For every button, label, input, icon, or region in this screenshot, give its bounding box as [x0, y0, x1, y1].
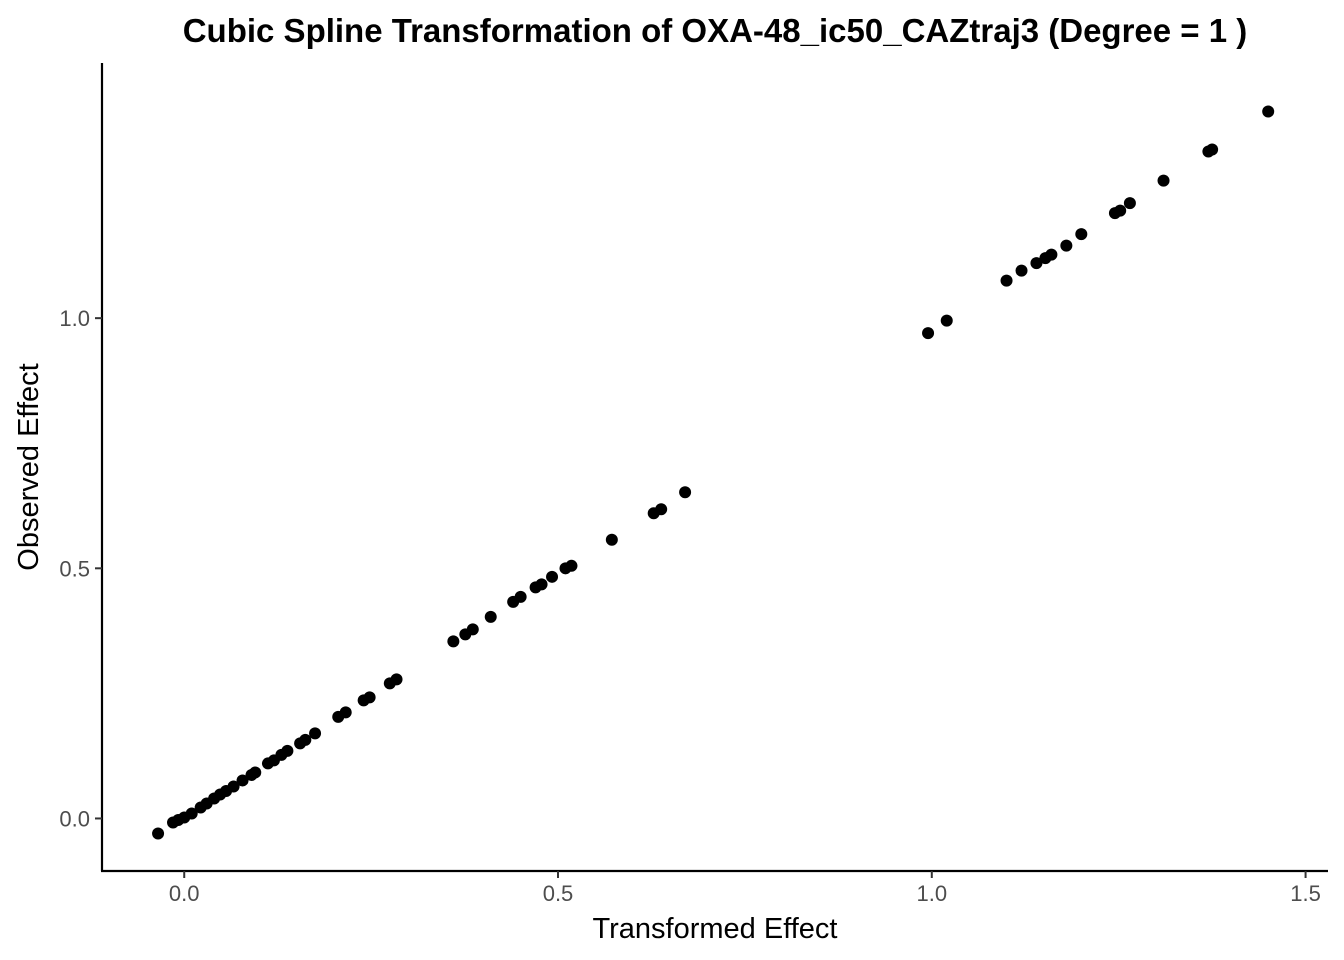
data-points — [152, 105, 1275, 840]
data-point — [363, 691, 376, 704]
data-point — [1015, 264, 1028, 277]
x-tick-label: 0.0 — [169, 881, 200, 906]
data-point — [281, 744, 294, 757]
data-point — [1000, 274, 1013, 287]
data-point — [447, 635, 460, 648]
data-point — [185, 807, 198, 820]
y-tick-label: 0.5 — [59, 556, 90, 581]
data-point — [339, 706, 352, 719]
data-point — [1114, 204, 1127, 217]
data-point — [1262, 105, 1275, 118]
data-point — [390, 673, 403, 686]
data-point — [1060, 239, 1073, 252]
data-point — [309, 727, 322, 740]
data-point — [679, 486, 692, 499]
data-point — [655, 503, 668, 516]
y-axis-label: Observed Effect — [13, 363, 45, 570]
x-tick-label: 0.5 — [543, 881, 574, 906]
data-point — [484, 610, 497, 623]
data-point — [1206, 143, 1219, 156]
data-point — [299, 733, 312, 746]
data-point — [1030, 257, 1043, 270]
data-point — [565, 559, 578, 572]
axes — [100, 63, 1328, 873]
data-point — [922, 327, 935, 340]
data-point — [227, 780, 240, 793]
y-tick-label: 1.0 — [59, 306, 90, 331]
x-ticks: 0.0 0.5 1.0 1.5 — [169, 871, 1321, 906]
data-point — [605, 533, 618, 546]
x-axis-label: Transformed Effect — [593, 913, 838, 945]
data-point — [535, 578, 548, 591]
data-point — [546, 570, 559, 583]
data-point — [1157, 174, 1170, 187]
x-tick-label: 1.5 — [1290, 881, 1321, 906]
data-point — [1045, 248, 1058, 261]
y-ticks: 0.0 0.5 1.0 — [59, 306, 102, 831]
data-point — [940, 314, 953, 327]
data-point — [152, 827, 165, 840]
data-point — [236, 774, 249, 787]
data-point — [1123, 197, 1136, 210]
x-tick-label: 1.0 — [916, 881, 947, 906]
data-point — [1075, 228, 1088, 241]
data-point — [466, 623, 479, 636]
y-tick-label: 0.0 — [59, 806, 90, 831]
chart-title: Cubic Spline Transformation of OXA-48_ic… — [183, 12, 1248, 49]
data-point — [514, 590, 527, 603]
data-point — [249, 766, 262, 779]
